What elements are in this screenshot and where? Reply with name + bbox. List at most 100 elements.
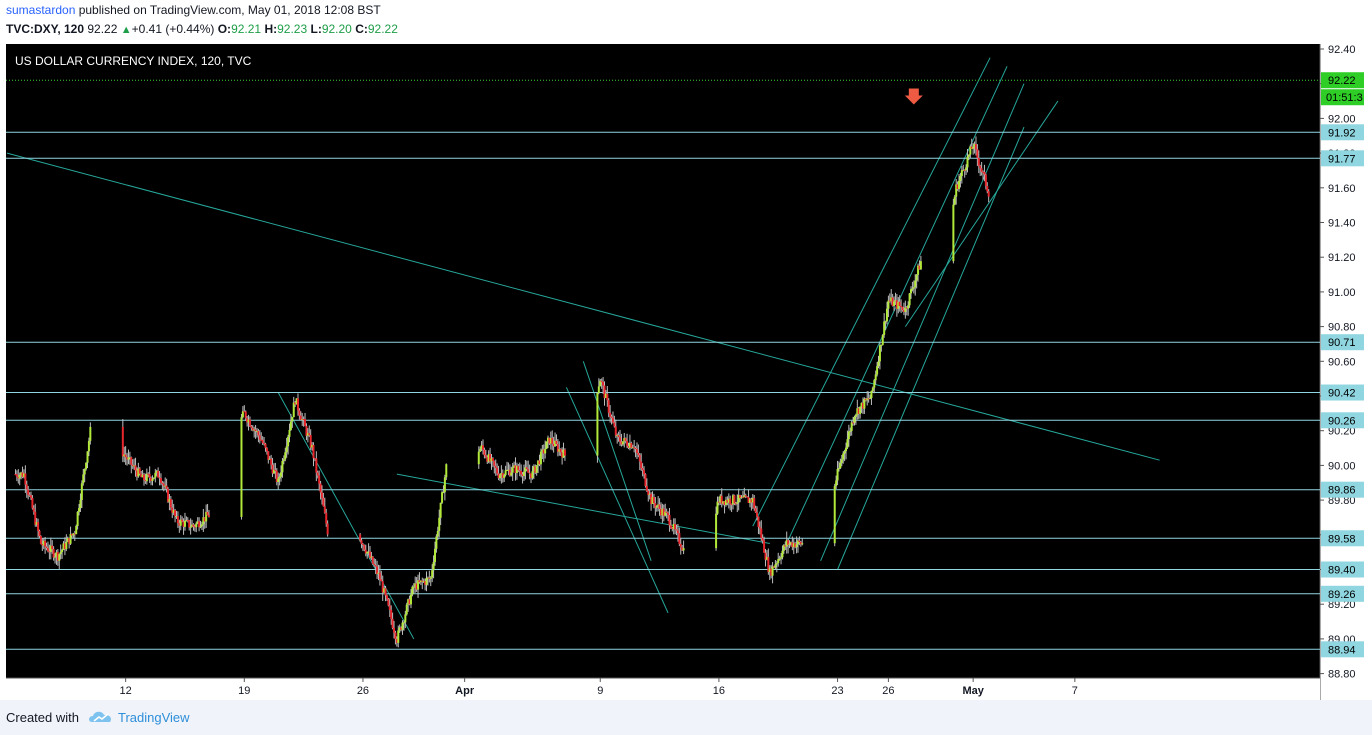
- candle-bull: [183, 520, 186, 527]
- trend-line[interactable]: [820, 83, 1025, 562]
- candle-bear: [679, 543, 682, 548]
- candle-bear: [517, 465, 520, 471]
- candle-bull: [655, 506, 658, 508]
- candle-bear: [662, 508, 665, 516]
- candle-bear: [643, 470, 646, 475]
- trend-line[interactable]: [565, 387, 669, 614]
- trend-line[interactable]: [6, 152, 1160, 461]
- candle-bull: [61, 549, 64, 553]
- candle-bear: [671, 528, 674, 530]
- candle-bear: [901, 306, 904, 311]
- candle-bull: [78, 508, 81, 512]
- candle-bull: [285, 446, 288, 453]
- candle-bear: [794, 543, 797, 548]
- candle-bear: [21, 472, 24, 477]
- level-price-label-bg: [1321, 641, 1364, 658]
- price-chart[interactable]: 92.4092.2092.0091.8091.6091.4091.2091.00…: [0, 44, 1372, 700]
- candle-bull: [164, 485, 167, 487]
- candle-bear: [369, 551, 372, 558]
- candle-bear: [757, 516, 760, 527]
- y-tick-label: 91.60: [1328, 183, 1356, 195]
- candle-bear: [483, 449, 486, 456]
- candle-bear: [729, 498, 732, 505]
- candle-bear: [302, 419, 305, 421]
- cloud-logo-icon[interactable]: [88, 709, 114, 725]
- candle-bear: [984, 174, 987, 186]
- candle-bear: [518, 470, 521, 472]
- candle-bull: [539, 451, 542, 465]
- symbol-label[interactable]: TVC:DXY, 120: [6, 22, 85, 36]
- candle-bear: [27, 489, 30, 495]
- candle-bear: [45, 546, 48, 549]
- candle-bear: [258, 435, 261, 440]
- trend-line[interactable]: [277, 392, 415, 640]
- candle-bull: [370, 556, 373, 558]
- candle-bear: [668, 514, 671, 526]
- candle-bear: [193, 526, 196, 528]
- candle-bull: [672, 523, 675, 530]
- candle-bull: [278, 476, 281, 479]
- chart-title: US DOLLAR CURRENCY INDEX, 120, TVC: [15, 54, 252, 68]
- trend-line[interactable]: [752, 57, 991, 527]
- level-price-label-bg: [1321, 585, 1364, 602]
- candle-bear: [388, 605, 391, 611]
- chart-pane[interactable]: [6, 44, 1320, 700]
- candle-bear: [394, 632, 397, 640]
- time-axis[interactable]: [6, 678, 1320, 700]
- x-tick-label: 7: [1072, 685, 1078, 697]
- candle-bull: [792, 543, 795, 548]
- trend-line[interactable]: [904, 100, 1059, 327]
- candle-bear: [263, 443, 266, 445]
- candle-bull: [487, 454, 490, 462]
- candle-bull: [596, 392, 599, 456]
- candle-bull: [284, 452, 287, 460]
- candle-bull: [860, 402, 863, 407]
- tradingview-link[interactable]: TradingView: [118, 710, 190, 725]
- candle-bear: [34, 511, 37, 525]
- candle-bear: [542, 449, 545, 454]
- candle-bear: [203, 517, 206, 522]
- candle-bull: [751, 497, 754, 503]
- candle-bear: [974, 144, 977, 150]
- candle-bull: [189, 526, 192, 528]
- candle-bear: [496, 467, 499, 474]
- level-price-label-bg: [1321, 334, 1364, 351]
- candle-bull: [878, 345, 881, 362]
- candle-bull: [500, 473, 503, 476]
- candle-bear: [852, 422, 855, 424]
- candle-bear: [491, 458, 494, 462]
- candle-bear: [162, 483, 165, 486]
- candle-bear: [763, 540, 766, 553]
- down-arrow-icon[interactable]: [904, 88, 923, 105]
- candle-bear: [493, 461, 496, 466]
- candle-bull: [503, 474, 506, 478]
- candle-bull: [268, 458, 271, 460]
- candle-bear: [637, 452, 640, 456]
- trend-line[interactable]: [582, 361, 652, 561]
- author-link[interactable]: sumastardon: [6, 3, 76, 17]
- candle-bear: [387, 599, 390, 606]
- candle-bear: [360, 540, 363, 545]
- trend-line[interactable]: [837, 126, 1025, 570]
- candle-bull: [836, 468, 839, 481]
- trend-line[interactable]: [396, 473, 770, 544]
- candle-bear: [747, 497, 750, 503]
- candle-bear: [316, 472, 319, 476]
- candle-bear: [400, 627, 403, 630]
- candle-bull: [973, 144, 976, 147]
- candle-bull: [306, 433, 309, 436]
- candle-bear: [538, 460, 541, 465]
- level-price-label: 91.92: [1328, 127, 1356, 139]
- candle-bear: [56, 552, 59, 561]
- low-value: 92.20: [321, 22, 352, 36]
- candle-bull: [72, 533, 75, 536]
- candle-bear: [246, 418, 249, 423]
- candle-bull: [545, 441, 548, 449]
- candle-bull: [535, 465, 538, 473]
- candle-bull: [915, 274, 918, 281]
- candle-bear: [620, 441, 623, 445]
- candle-bull: [405, 604, 408, 615]
- candle-bear: [251, 427, 254, 431]
- candle-bear: [158, 477, 161, 479]
- candle-bull: [69, 533, 72, 544]
